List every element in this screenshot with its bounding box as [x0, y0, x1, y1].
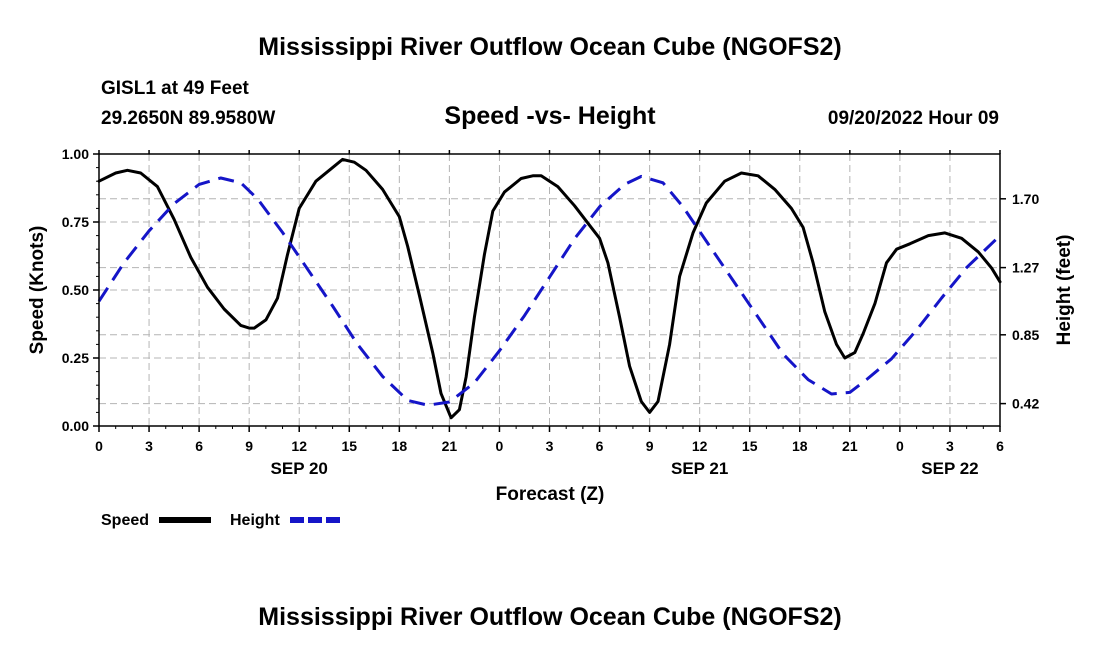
- date-label: SEP 22: [921, 459, 978, 478]
- series-group: [97, 157, 1002, 420]
- date-label: SEP 20: [271, 459, 328, 478]
- y-tick-label: 0.25: [62, 350, 89, 366]
- station-label: GISL1 at 49 Feet: [101, 78, 250, 99]
- x-axis: 0 3 6 9 12 15 18 21 0 3 6 9 12 15 18 21 0 3 6: [95, 150, 1004, 454]
- x-tick-label: 21: [442, 438, 458, 454]
- series-line-height: [97, 174, 1002, 407]
- x-tick-label: 15: [742, 438, 758, 454]
- date-labels: SEP 20 SEP 21 SEP 22: [271, 459, 979, 478]
- datetime-label: 09/20/2022 Hour 09: [828, 108, 999, 129]
- x-tick-label: 3: [946, 438, 954, 454]
- legend-label-speed: Speed: [101, 512, 149, 529]
- series-line-speed: [97, 157, 1002, 420]
- y-tick-label: 0.00: [62, 418, 89, 434]
- x-axis-label: Forecast (Z): [496, 484, 605, 505]
- page-title-bottom: Mississippi River Outflow Ocean Cube (NG…: [258, 603, 841, 631]
- x-tick-label: 6: [996, 438, 1004, 454]
- y-axis-right: 0.42 0.85 1.27 1.70: [1000, 191, 1039, 412]
- y2-tick-label: 1.70: [1012, 191, 1039, 207]
- legend-label-height: Height: [230, 512, 280, 529]
- x-tick-label: 0: [95, 438, 103, 454]
- y2-axis-label: Height (feet): [1054, 235, 1075, 346]
- y-axis-label: Speed (Knots): [27, 226, 48, 355]
- grid: [99, 154, 1000, 426]
- y-tick-label: 0.75: [62, 214, 89, 230]
- y-tick-label: 0.50: [62, 282, 89, 298]
- x-tick-label: 3: [546, 438, 554, 454]
- y2-tick-label: 0.42: [1012, 396, 1039, 412]
- page-title: Mississippi River Outflow Ocean Cube (NG…: [258, 33, 841, 61]
- y2-tick-label: 1.27: [1012, 260, 1039, 276]
- legend: Speed Height: [101, 512, 342, 529]
- x-tick-label: 18: [392, 438, 408, 454]
- x-tick-label: 9: [245, 438, 253, 454]
- y2-tick-label: 0.85: [1012, 327, 1039, 343]
- date-label: SEP 21: [671, 459, 728, 478]
- x-tick-label: 9: [646, 438, 654, 454]
- x-tick-label: 15: [341, 438, 357, 454]
- y-tick-label: 1.00: [62, 146, 89, 162]
- coordinates-label: 29.2650N 89.9580W: [101, 108, 275, 129]
- x-tick-label: 12: [291, 438, 307, 454]
- x-tick-label: 0: [496, 438, 504, 454]
- x-tick-label: 0: [896, 438, 904, 454]
- x-tick-label: 21: [842, 438, 858, 454]
- x-tick-label: 12: [692, 438, 708, 454]
- x-tick-label: 18: [792, 438, 808, 454]
- chart-title: Speed -vs- Height: [444, 102, 656, 130]
- x-tick-label: 3: [145, 438, 153, 454]
- x-tick-label: 6: [195, 438, 203, 454]
- y-axis-left: 0.00 0.25 0.50 0.75 1.00: [62, 146, 99, 434]
- x-tick-label: 6: [596, 438, 604, 454]
